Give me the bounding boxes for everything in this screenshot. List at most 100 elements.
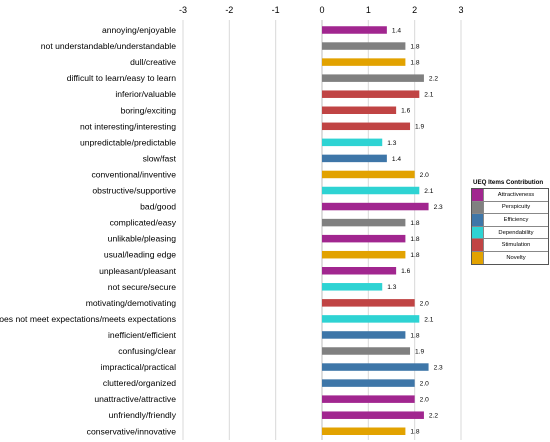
legend-swatch bbox=[472, 239, 484, 251]
bar bbox=[322, 138, 383, 147]
bar bbox=[322, 347, 411, 355]
x-tick-label: 0 bbox=[319, 5, 324, 15]
bar bbox=[322, 74, 424, 82]
legend-entry: Novelty bbox=[472, 250, 548, 264]
x-tick-label: 1 bbox=[366, 5, 371, 15]
category-label: annoying/enjoyable bbox=[102, 25, 176, 35]
x-tick-label: -2 bbox=[225, 5, 233, 15]
category-label: boring/exciting bbox=[121, 105, 177, 115]
bar bbox=[322, 331, 406, 339]
category-label: impractical/practical bbox=[101, 362, 177, 372]
legend-entry: Stimulation bbox=[472, 238, 548, 251]
legend-swatch bbox=[472, 251, 484, 264]
legend-label: Novelty bbox=[506, 254, 526, 261]
bar bbox=[322, 122, 411, 131]
category-label: not interesting/interesting bbox=[80, 121, 176, 131]
bar bbox=[322, 363, 429, 371]
x-tick-label: 2 bbox=[412, 5, 417, 15]
data-label: 1.8 bbox=[410, 429, 419, 436]
bar bbox=[322, 299, 415, 307]
data-label: 2.1 bbox=[424, 92, 433, 99]
data-label: 2.2 bbox=[429, 76, 438, 83]
bar bbox=[322, 42, 406, 50]
bar bbox=[322, 202, 429, 211]
legend-label: Efficiency bbox=[503, 216, 529, 223]
legend: UEQ Items Contribution Attractiveness Per… bbox=[471, 179, 549, 265]
data-label: 1.3 bbox=[387, 284, 396, 291]
data-label: 2.0 bbox=[420, 397, 429, 404]
legend-swatch bbox=[472, 214, 484, 226]
category-label: conservative/innovative bbox=[87, 426, 177, 436]
legend-title: UEQ Items Contribution bbox=[473, 179, 544, 186]
bar bbox=[322, 218, 406, 227]
data-label: 2.0 bbox=[420, 300, 429, 307]
legend-box: Attractiveness Perspicuity Efficiency Depen… bbox=[471, 188, 549, 265]
data-label: 2.0 bbox=[420, 172, 429, 179]
category-label: conventional/inventive bbox=[91, 169, 176, 179]
data-label: 2.2 bbox=[429, 413, 438, 420]
bar bbox=[322, 395, 415, 403]
bar bbox=[322, 106, 397, 114]
category-label: unlikable/pleasing bbox=[108, 234, 177, 244]
data-label: 1.9 bbox=[415, 124, 424, 131]
data-label: 2.1 bbox=[424, 188, 433, 195]
data-label: 1.8 bbox=[410, 252, 419, 259]
category-label: unfriendly/friendly bbox=[109, 410, 177, 420]
category-label: complicated/easy bbox=[110, 218, 177, 228]
x-tick-label: -3 bbox=[179, 5, 187, 15]
category-label: obstructive/supportive bbox=[92, 186, 176, 196]
category-label: inferior/valuable bbox=[115, 89, 176, 99]
bar bbox=[322, 283, 383, 291]
x-tick-label: -1 bbox=[272, 5, 280, 15]
bar bbox=[322, 250, 406, 259]
bar bbox=[322, 427, 406, 435]
bar bbox=[322, 315, 420, 323]
bar bbox=[322, 379, 415, 387]
category-label: cluttered/organized bbox=[103, 378, 176, 388]
data-label: 1.6 bbox=[401, 268, 410, 275]
data-label: 1.6 bbox=[401, 108, 410, 115]
category-label: unattractive/attractive bbox=[94, 394, 176, 404]
x-tick-label: 3 bbox=[458, 5, 463, 15]
data-label: 1.8 bbox=[410, 332, 419, 339]
category-label: dull/creative bbox=[130, 57, 176, 67]
legend-label: Dependability bbox=[498, 229, 534, 236]
legend-swatch bbox=[472, 201, 484, 214]
legend-swatch bbox=[472, 226, 484, 239]
bar bbox=[322, 58, 406, 66]
legend-label: Stimulation bbox=[501, 242, 531, 249]
legend-entry: Attractiveness bbox=[472, 189, 548, 201]
data-label: 1.8 bbox=[410, 220, 419, 227]
data-label: 1.8 bbox=[410, 236, 419, 243]
category-label: difficult to learn/easy to learn bbox=[67, 73, 176, 83]
legend-swatch bbox=[472, 189, 484, 201]
bar bbox=[322, 26, 387, 34]
legend-label: Attractiveness bbox=[497, 191, 535, 198]
data-label: 1.4 bbox=[392, 27, 401, 34]
data-label: 2.3 bbox=[434, 364, 443, 371]
bar bbox=[322, 170, 415, 179]
category-label: unpredictable/predictable bbox=[80, 137, 176, 147]
bar bbox=[322, 267, 397, 275]
data-label: 2.0 bbox=[420, 381, 429, 388]
category-label: does not meet expectations/meets expecta… bbox=[0, 314, 176, 324]
legend-entry: Dependability bbox=[472, 225, 548, 239]
category-label: not understandable/understandable bbox=[41, 41, 176, 51]
bar bbox=[322, 411, 424, 419]
category-label: usual/leading edge bbox=[104, 250, 176, 260]
bar bbox=[322, 90, 420, 98]
category-label: confusing/clear bbox=[118, 346, 176, 356]
data-label: 2.1 bbox=[424, 316, 433, 323]
category-label: bad/good bbox=[140, 202, 176, 212]
category-label: unpleasant/pleasant bbox=[99, 266, 177, 276]
data-label: 1.4 bbox=[392, 156, 401, 163]
data-label: 1.8 bbox=[410, 60, 419, 67]
bar bbox=[322, 154, 387, 163]
category-label: slow/fast bbox=[143, 153, 177, 163]
bar bbox=[322, 234, 406, 243]
category-label: motivating/demotivating bbox=[86, 298, 177, 308]
bar bbox=[322, 186, 420, 195]
data-label: 1.9 bbox=[415, 348, 424, 355]
data-label: 2.3 bbox=[434, 204, 443, 211]
legend-entry: Perspicuity bbox=[472, 200, 548, 214]
